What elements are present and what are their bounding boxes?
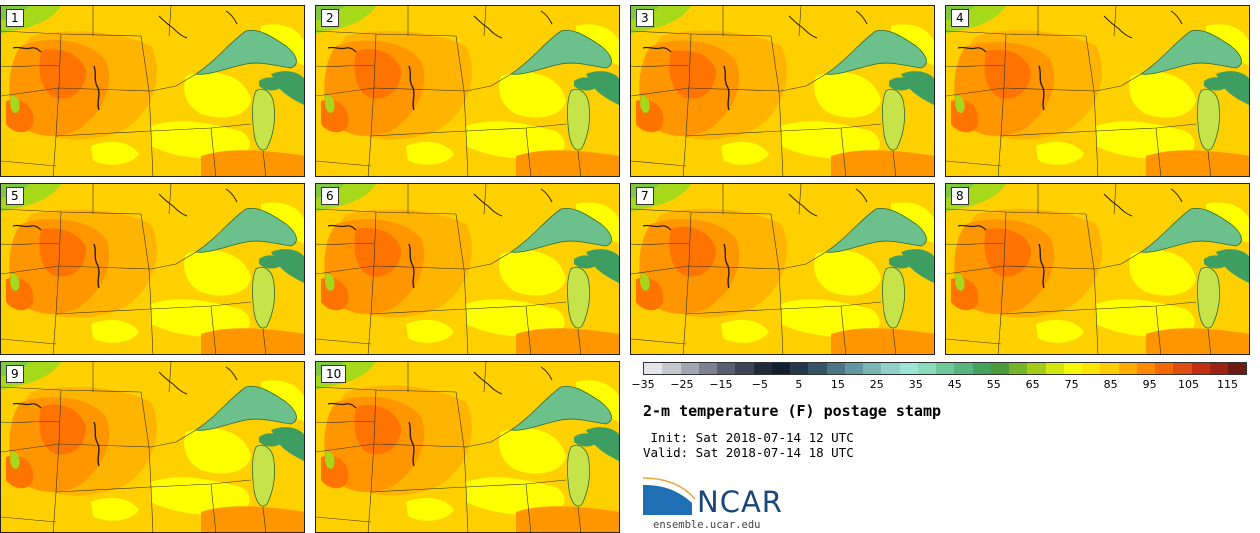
- panel-number: 4: [951, 9, 969, 27]
- temperature-map: [1, 184, 304, 354]
- panel-number: 3: [636, 9, 654, 27]
- colorbar-segment: [717, 363, 736, 374]
- colorbar-segment: [771, 363, 790, 374]
- colorbar-segment: [1009, 363, 1028, 374]
- temperature-map: [631, 184, 934, 354]
- colorbar-segment: [1209, 363, 1228, 374]
- temperature-map: [1, 362, 304, 532]
- temperature-map: [316, 6, 619, 176]
- colorbar-segment: [917, 363, 936, 374]
- init-time: Init: Sat 2018-07-14 12 UTC: [643, 430, 854, 445]
- colorbar-segment: [1191, 363, 1210, 374]
- stamp-panel-2: 2: [315, 5, 620, 177]
- colorbar-tick: 95: [1142, 378, 1157, 391]
- colorbar-tick: 105: [1178, 378, 1200, 391]
- colorbar-segment: [790, 363, 809, 374]
- stamp-panel-4: 4: [945, 5, 1250, 177]
- ncar-logo-icon: [643, 477, 696, 515]
- panel-number: 7: [636, 187, 654, 205]
- colorbar-tick: 55: [986, 378, 1001, 391]
- panel-number: 2: [321, 9, 339, 27]
- colorbar-segment: [936, 363, 955, 374]
- colorbar-segment: [644, 363, 663, 374]
- colorbar-tick: 115: [1217, 378, 1239, 391]
- panel-number: 1: [6, 9, 24, 27]
- temperature-map: [946, 6, 1249, 176]
- stamp-panel-9: 9: [0, 361, 305, 533]
- colorbar-tick: 35: [908, 378, 923, 391]
- colorbar-segment: [1118, 363, 1137, 374]
- colorbar-tick: −25: [670, 378, 694, 391]
- colorbar-segment: [1100, 363, 1119, 374]
- colorbar-segment: [990, 363, 1009, 374]
- colorbar-segment: [662, 363, 681, 374]
- colorbar-segment: [1136, 363, 1155, 374]
- colorbar-segment: [899, 363, 918, 374]
- stamp-panel-8: 8: [945, 183, 1250, 355]
- colorbar-segment: [1063, 363, 1082, 374]
- temperature-map: [631, 6, 934, 176]
- panel-number: 9: [6, 365, 24, 383]
- colorbar-segment: [698, 363, 717, 374]
- colorbar-segment: [1082, 363, 1101, 374]
- panel-number: 6: [321, 187, 339, 205]
- stamp-panel-5: 5: [0, 183, 305, 355]
- valid-time: Valid: Sat 2018-07-14 18 UTC: [643, 445, 854, 460]
- colorbar-tick: −5: [751, 378, 768, 391]
- temperature-colorbar: [643, 362, 1247, 375]
- site-url: ensemble.ucar.edu: [653, 519, 761, 531]
- stamp-panel-10: 10: [315, 361, 620, 533]
- colorbar-segment: [826, 363, 845, 374]
- colorbar-segment: [844, 363, 863, 374]
- colorbar-segment: [1228, 363, 1247, 374]
- colorbar-tick: 45: [947, 378, 962, 391]
- colorbar-segment: [954, 363, 973, 374]
- colorbar-segment: [1173, 363, 1192, 374]
- colorbar-segment: [1045, 363, 1064, 374]
- colorbar-tick: 85: [1103, 378, 1118, 391]
- panel-number: 10: [321, 365, 347, 383]
- colorbar-tick: 25: [869, 378, 884, 391]
- colorbar-tick: 15: [830, 378, 845, 391]
- colorbar-tick: 65: [1025, 378, 1040, 391]
- stamp-panel-3: 3: [630, 5, 935, 177]
- colorbar-segment: [808, 363, 827, 374]
- panel-number: 5: [6, 187, 24, 205]
- colorbar-segment: [863, 363, 882, 374]
- panel-number: 8: [951, 187, 969, 205]
- colorbar-tick: 75: [1064, 378, 1079, 391]
- stamp-panel-6: 6: [315, 183, 620, 355]
- colorbar-segment: [1027, 363, 1046, 374]
- colorbar-segment: [735, 363, 754, 374]
- colorbar-segment: [680, 363, 699, 374]
- colorbar-segment: [753, 363, 772, 374]
- temperature-map: [316, 184, 619, 354]
- temperature-map: [1, 6, 304, 176]
- colorbar-segment: [881, 363, 900, 374]
- temperature-map: [946, 184, 1249, 354]
- temperature-map: [316, 362, 619, 532]
- colorbar-tick: −35: [631, 378, 655, 391]
- ncar-wordmark: NCAR: [697, 485, 783, 519]
- stamp-panel-1: 1: [0, 5, 305, 177]
- figure-title: 2-m temperature (F) postage stamp: [643, 402, 942, 420]
- colorbar-tick: 5: [795, 378, 803, 391]
- colorbar-segment: [972, 363, 991, 374]
- colorbar-tick: −15: [709, 378, 733, 391]
- colorbar-tick-labels: −35 −25 −15 −5 5 15 25 35 45 55 65 75 85 95 105 115: [631, 378, 1247, 394]
- stamp-panel-7: 7: [630, 183, 935, 355]
- colorbar-segment: [1155, 363, 1174, 374]
